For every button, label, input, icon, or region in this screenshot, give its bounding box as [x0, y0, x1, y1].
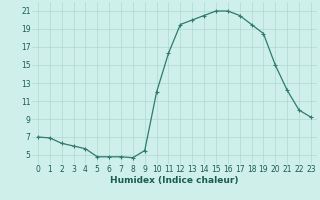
- X-axis label: Humidex (Indice chaleur): Humidex (Indice chaleur): [110, 176, 239, 185]
